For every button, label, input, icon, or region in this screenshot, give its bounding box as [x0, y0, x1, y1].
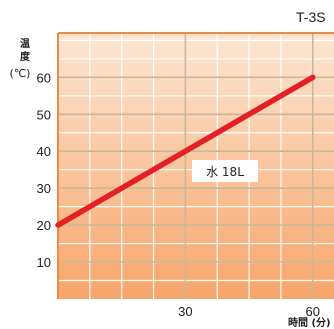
- y-tick-labels: 10 20 30 40 50 60: [37, 70, 51, 270]
- series-layer: [55, 74, 316, 228]
- y-axis-label-char-1: 温: [20, 37, 30, 50]
- y-tick-label: 40: [37, 144, 51, 159]
- x-axis-label: 時間 (分): [288, 316, 331, 329]
- y-tick-label: 60: [37, 70, 51, 85]
- y-tick-label: 50: [37, 107, 51, 122]
- series-line: [55, 74, 316, 228]
- series-label-box: 水 18L: [192, 160, 258, 182]
- x-tick-labels: 30 60: [178, 304, 320, 319]
- y-tick-label: 10: [37, 255, 51, 270]
- y-tick-label: 20: [37, 218, 51, 233]
- series-label-text: 水 18L: [206, 165, 244, 179]
- y-axis-unit: (℃): [10, 67, 31, 80]
- x-tick-label: 30: [178, 304, 192, 319]
- y-tick-label: 30: [37, 181, 51, 196]
- y-axis-label-char-2: 度: [20, 50, 31, 63]
- x-tick-label: 60: [306, 304, 320, 319]
- chart-title: T-3S: [296, 9, 326, 25]
